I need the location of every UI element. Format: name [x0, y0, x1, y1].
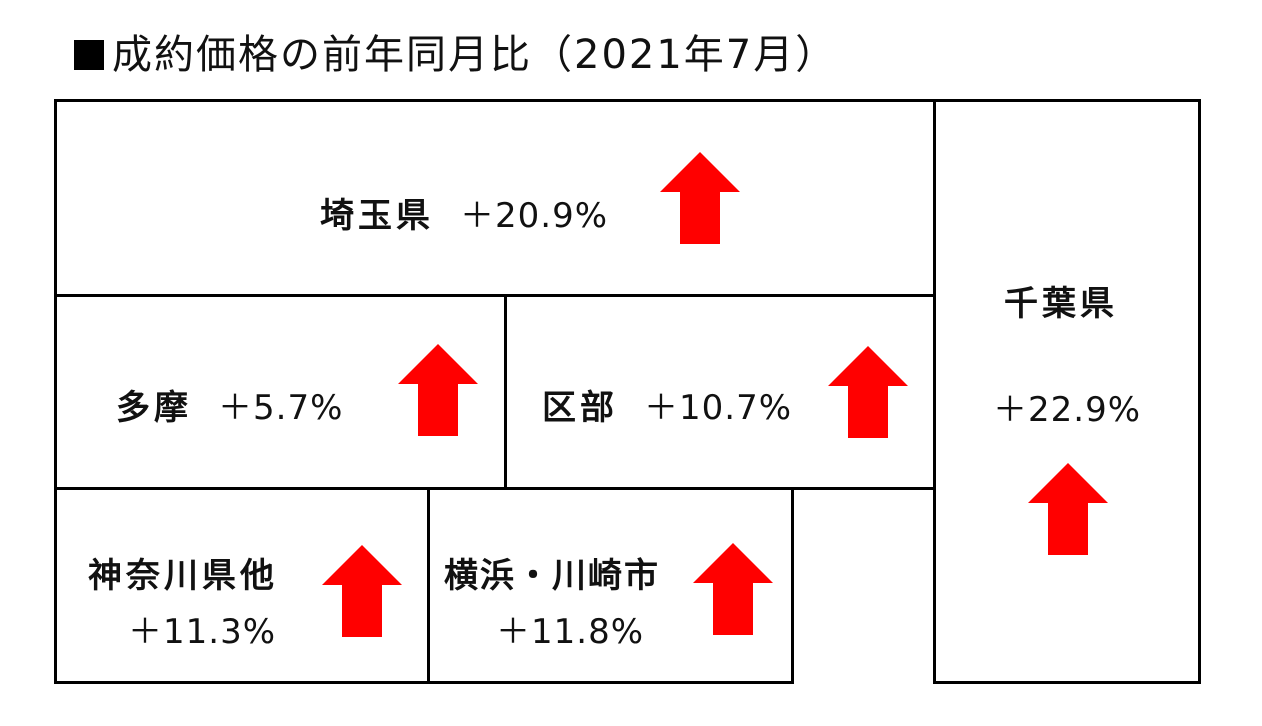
- saitama-change: ＋20.9%: [460, 196, 609, 236]
- up-arrow-icon: [1028, 463, 1108, 555]
- saitama-label: 埼玉県 ＋20.9%: [320, 188, 608, 237]
- saitama-name: 埼玉県: [320, 196, 434, 236]
- yokohama-change: ＋11.8%: [496, 612, 645, 652]
- yokohama-name: 横浜・川崎市: [444, 556, 660, 596]
- kanagawa-change: ＋11.3%: [128, 612, 277, 652]
- kubu-change: ＋10.7%: [644, 388, 793, 428]
- up-arrow-icon: [828, 346, 908, 438]
- kubu-label: 区部 ＋10.7%: [542, 380, 792, 429]
- kubu-name: 区部: [542, 388, 618, 428]
- region-saitama: [54, 99, 936, 297]
- up-arrow-icon: [693, 543, 773, 635]
- up-arrow-icon: [322, 545, 402, 637]
- tama-name: 多摩: [116, 388, 192, 428]
- page-title: 成約価格の前年同月比（2021年7月）: [74, 22, 837, 80]
- black-square-icon: [74, 40, 104, 70]
- chiba-name: 千葉県: [1004, 284, 1118, 324]
- kanagawa-name: 神奈川県他: [88, 556, 278, 596]
- up-arrow-icon: [398, 344, 478, 436]
- tama-change: ＋5.7%: [218, 388, 344, 428]
- region-chiba: [933, 99, 1201, 684]
- up-arrow-icon: [660, 152, 740, 244]
- title-text: 成約価格の前年同月比（2021年7月）: [112, 32, 838, 78]
- tama-label: 多摩 ＋5.7%: [116, 380, 343, 429]
- chiba-change: ＋22.9%: [993, 390, 1142, 430]
